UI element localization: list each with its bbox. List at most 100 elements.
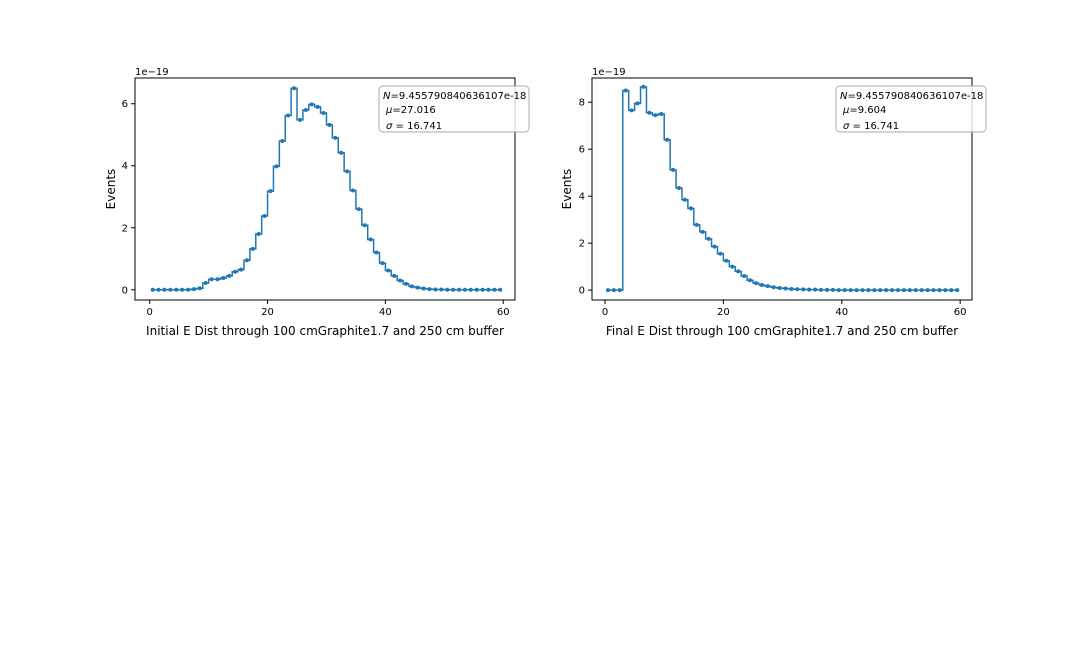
data-point [239, 267, 244, 272]
data-point [162, 287, 167, 292]
data-point [919, 288, 924, 293]
x-tick-label: 60 [497, 307, 510, 318]
data-point [955, 288, 960, 293]
data-point [315, 104, 320, 109]
x-tick-label: 0 [602, 307, 608, 318]
stats-mu-symbol: μ [842, 105, 849, 116]
data-point [884, 288, 889, 293]
data-point [694, 222, 699, 227]
series-final-e [605, 84, 960, 293]
series-initial-e [150, 86, 503, 292]
y-axis-label: Events [560, 169, 574, 210]
chart-final-e-dist: 0 20 40 60 0 2 4 6 8 1e−19 Events Final E Dist … [560, 67, 987, 338]
data-point [635, 101, 640, 106]
data-point [168, 287, 173, 292]
stats-legend-box: N=9.455790840636107e-18 μ=27.016 σ = 16.… [378, 85, 530, 133]
data-point [333, 135, 338, 140]
y-axis-label: Events [104, 169, 118, 210]
data-point [203, 280, 208, 285]
data-point [398, 278, 403, 283]
data-point [854, 288, 859, 293]
y-tick-label: 4 [122, 161, 128, 172]
x-axis-label: Final E Dist through 100 cmGraphite1.7 a… [606, 324, 958, 338]
data-point [327, 122, 332, 127]
series-step-line [152, 87, 501, 291]
data-point [659, 111, 664, 116]
data-point [925, 288, 930, 293]
stats-n-symbol: N [840, 91, 848, 102]
stats-sigma-symbol: σ [843, 121, 850, 132]
x-axis-ticks: 0 20 40 60 [602, 300, 967, 318]
data-point [462, 287, 467, 292]
data-point [937, 288, 942, 293]
data-point [209, 277, 214, 282]
data-point [783, 286, 788, 291]
y-tick-label: 8 [579, 98, 585, 109]
data-point [807, 287, 812, 292]
data-point [250, 246, 255, 251]
data-point [286, 113, 291, 118]
data-point [233, 269, 238, 274]
data-point [901, 288, 906, 293]
data-point [445, 287, 450, 292]
data-point [386, 268, 391, 273]
data-point [374, 250, 379, 255]
data-point [345, 169, 350, 174]
stats-sigma: σ = 16.741 [386, 121, 442, 132]
data-point [297, 117, 302, 122]
data-point [156, 287, 161, 292]
data-point [931, 288, 936, 293]
data-point [392, 273, 397, 278]
data-point [623, 88, 628, 93]
y-tick-label: 6 [579, 145, 585, 156]
data-point [629, 108, 634, 113]
data-point [688, 206, 693, 211]
data-point [457, 287, 462, 292]
data-point [262, 213, 267, 218]
stats-legend-box: N=9.455790840636107e-18 μ=9.604 σ = 16.7… [835, 85, 987, 133]
stats-sigma-value: = 16.741 [849, 121, 899, 132]
data-point [724, 258, 729, 263]
data-point [380, 261, 385, 266]
data-point [801, 287, 806, 292]
data-point [244, 258, 249, 263]
data-point [362, 223, 367, 228]
data-point [890, 288, 895, 293]
legend-frame [378, 85, 530, 133]
data-point [795, 287, 800, 292]
data-point [872, 288, 877, 293]
y-offset-label: 1e−19 [592, 67, 626, 78]
data-point [339, 150, 344, 155]
data-point [415, 285, 420, 290]
data-point [150, 287, 155, 292]
data-point [860, 288, 865, 293]
data-point [197, 286, 202, 291]
data-point [180, 287, 185, 292]
x-axis-label: Initial E Dist through 100 cmGraphite1.7… [146, 324, 504, 338]
data-point [748, 278, 753, 283]
data-point [700, 229, 705, 234]
x-tick-label: 0 [147, 307, 153, 318]
data-point [665, 137, 670, 142]
data-point [421, 286, 426, 291]
data-point [191, 287, 196, 292]
y-tick-label: 0 [579, 286, 585, 297]
data-point [292, 86, 297, 91]
data-point [824, 287, 829, 292]
data-point [303, 107, 308, 112]
data-point [274, 164, 279, 169]
data-point [896, 288, 901, 293]
data-point [321, 111, 326, 116]
data-point [753, 281, 758, 286]
y-tick-label: 2 [122, 223, 128, 234]
data-point [777, 286, 782, 291]
stats-n-symbol: N [383, 91, 391, 102]
data-point [819, 287, 824, 292]
data-point [866, 288, 871, 293]
data-point [215, 277, 220, 282]
data-point [605, 288, 610, 293]
data-point [830, 287, 835, 292]
stats-n: N=9.455790840636107e-18 [383, 91, 526, 102]
data-point [949, 288, 954, 293]
data-point [742, 274, 747, 279]
